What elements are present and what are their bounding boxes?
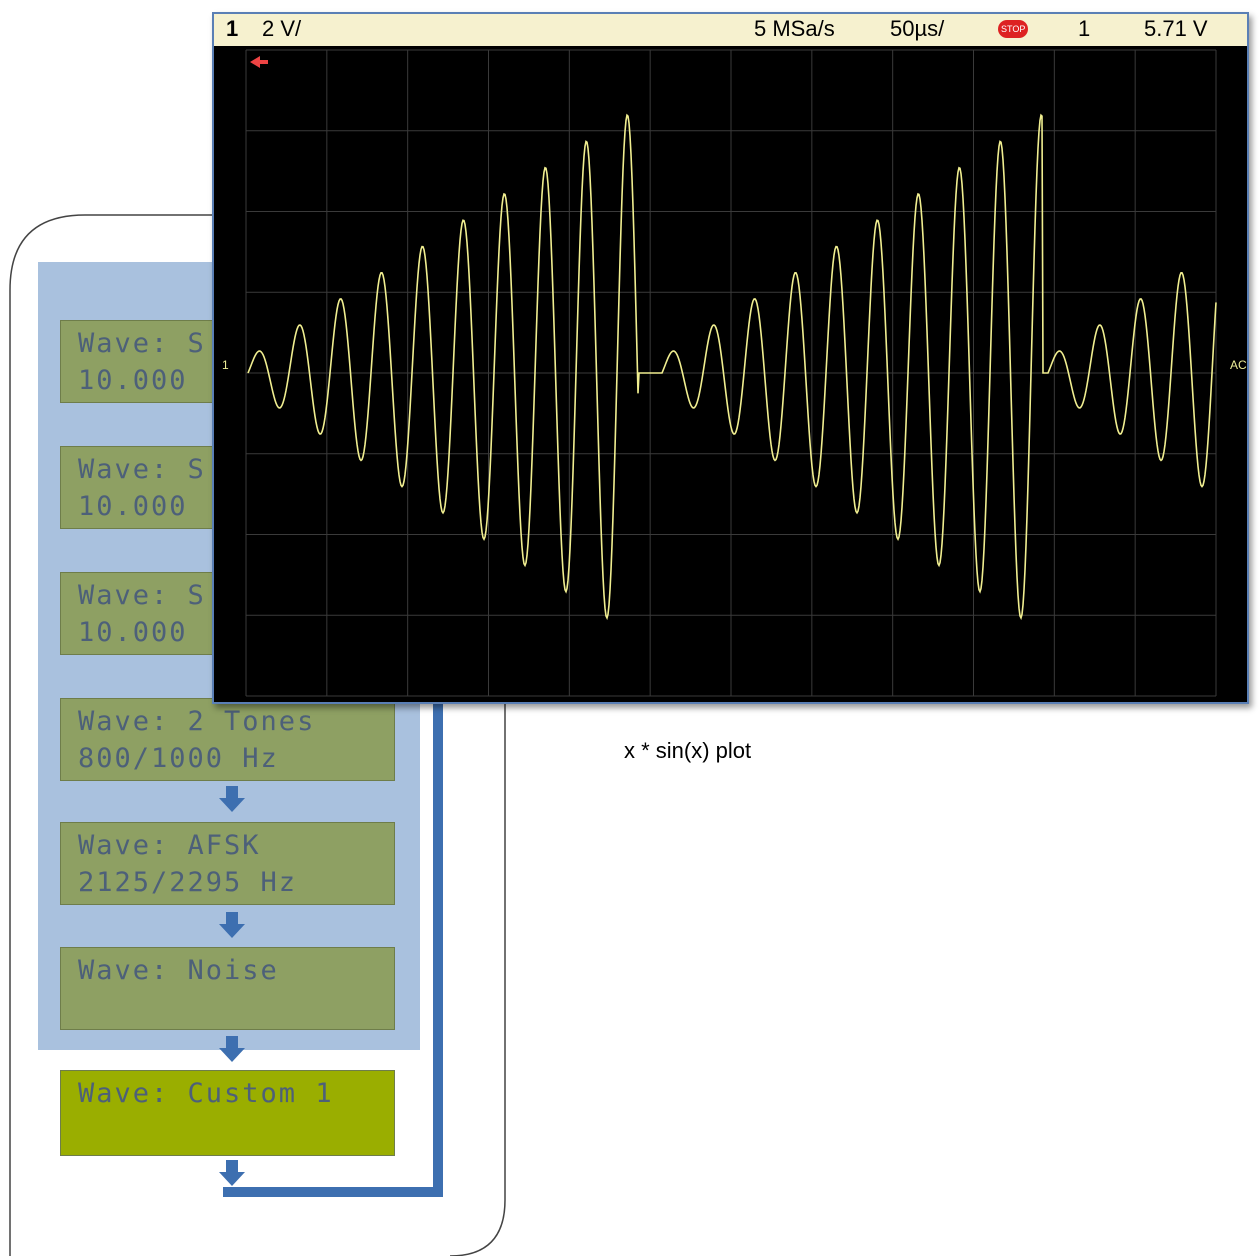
custom-screen: Wave: Custom 1: [60, 1070, 395, 1156]
channel: 1: [226, 14, 238, 44]
screen-text: [78, 989, 394, 1026]
trigger-arrow: [250, 56, 268, 68]
coupling: AC: [1230, 358, 1247, 372]
page: Wave: S10.000Wave: S10.000Wave: S10.000W…: [0, 0, 1259, 1256]
screen-text: Wave: AFSK: [78, 827, 394, 864]
sample-rate: 5 MSa/s: [754, 14, 835, 44]
oscilloscope: 1 2 V/ 5 MSa/s 50µs/ STOP 1 5.71 V 1 AC: [212, 12, 1249, 704]
screen-text: 2125/2295 Hz: [78, 864, 394, 901]
scope-header: 1 2 V/ 5 MSa/s 50µs/ STOP 1 5.71 V: [214, 14, 1247, 46]
waveform: [248, 115, 1216, 618]
screen-text: Wave: Noise: [78, 952, 394, 989]
caption: x * sin(x) plot: [624, 738, 751, 764]
lcd-screen: Wave: Noise: [60, 947, 395, 1030]
screen-text: Wave: Custom 1: [78, 1078, 334, 1109]
stop-icon: STOP: [998, 20, 1028, 38]
trigger-level: 5.71 V: [1144, 14, 1208, 44]
screen-text: 800/1000 Hz: [78, 740, 394, 777]
scope-plot: [214, 46, 1247, 702]
time-div: 50µs/: [890, 14, 944, 44]
trigger: 1: [1078, 14, 1090, 44]
ch-marker: 1: [222, 358, 229, 372]
screen-text: Wave: 2 Tones: [78, 703, 394, 740]
volts-div: 2 V/: [262, 14, 301, 44]
